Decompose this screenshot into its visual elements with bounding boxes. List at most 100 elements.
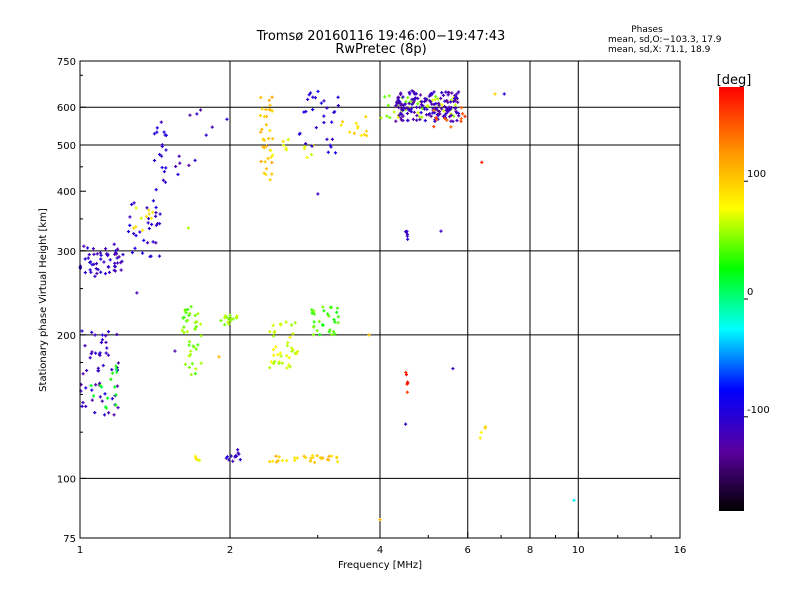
data-point [193, 158, 197, 162]
data-point [433, 98, 437, 102]
data-point [445, 118, 449, 122]
data-point [336, 321, 340, 325]
data-point [228, 313, 232, 317]
data-point [425, 107, 429, 111]
data-point [439, 229, 443, 233]
data-point [388, 116, 392, 120]
data-point [402, 106, 406, 110]
data-point [80, 329, 84, 333]
data-point [160, 144, 164, 149]
data-point [405, 229, 409, 233]
data-point [229, 454, 233, 458]
data-point [397, 101, 401, 105]
data-point [304, 456, 308, 460]
data-point [281, 139, 285, 143]
y-tick-label: 600 [57, 103, 76, 114]
data-point [312, 309, 316, 313]
data-point [92, 252, 96, 256]
x-tick-label: 8 [527, 545, 533, 556]
data-point [188, 353, 193, 357]
data-point [460, 112, 465, 116]
data-point [436, 101, 441, 105]
data-point [449, 100, 453, 104]
data-point [330, 120, 334, 124]
data-point [437, 112, 441, 116]
data-point [93, 333, 97, 337]
data-point [95, 252, 99, 256]
data-point [259, 130, 263, 134]
data-point [572, 498, 576, 502]
data-point [259, 95, 263, 100]
data-point [142, 238, 146, 243]
data-point [98, 381, 102, 385]
data-point [236, 451, 240, 455]
data-point [193, 371, 197, 376]
data-point [291, 348, 295, 352]
data-point [407, 101, 411, 106]
data-point [406, 96, 410, 100]
data-point [133, 246, 137, 250]
data-point [316, 192, 320, 196]
data-point [456, 100, 460, 104]
data-point [270, 109, 274, 113]
data-point [103, 247, 108, 251]
data-point [271, 334, 276, 338]
data-point [182, 325, 186, 329]
data-point [281, 143, 286, 147]
data-points [78, 89, 576, 522]
data-point [311, 453, 315, 458]
data-point [188, 113, 192, 117]
data-point [412, 91, 416, 96]
data-point [104, 351, 108, 355]
data-point [367, 333, 371, 337]
data-point [322, 309, 326, 313]
y-tick-label: 200 [57, 331, 76, 342]
data-point [400, 109, 404, 113]
data-point [401, 118, 405, 123]
data-point [128, 223, 132, 227]
data-point [418, 117, 422, 122]
data-point [400, 96, 404, 100]
data-point [150, 210, 155, 214]
data-point [307, 93, 311, 97]
data-point [114, 367, 119, 371]
data-point [154, 214, 158, 218]
data-point [99, 253, 103, 257]
data-point [328, 143, 332, 147]
data-point [440, 91, 444, 95]
data-point [269, 148, 273, 152]
x-axis: 1 2 4 6 8 10 16 [77, 532, 686, 556]
data-point [399, 116, 403, 120]
data-point [183, 362, 188, 366]
data-point [138, 230, 142, 234]
data-point [444, 108, 449, 112]
data-point [154, 223, 159, 227]
data-point [186, 226, 191, 230]
data-point [231, 459, 235, 463]
colorbar [719, 87, 744, 511]
data-point [457, 114, 461, 118]
data-point [309, 456, 313, 460]
data-point [284, 148, 288, 152]
data-point [183, 308, 188, 312]
data-point [341, 120, 345, 124]
data-point [271, 153, 275, 157]
data-point [318, 456, 322, 460]
data-point [420, 115, 424, 119]
data-point [455, 96, 459, 101]
data-point [399, 91, 403, 95]
data-point [193, 313, 197, 318]
data-point [410, 97, 414, 101]
data-point [114, 250, 118, 255]
data-point [404, 108, 408, 112]
data-point [452, 99, 456, 104]
data-point [224, 456, 228, 460]
data-point [311, 455, 315, 459]
data-point [441, 114, 446, 118]
data-point [447, 109, 451, 113]
data-point [160, 165, 164, 170]
data-point [193, 454, 198, 458]
data-point [270, 160, 274, 165]
data-point [88, 268, 92, 272]
data-point [94, 262, 99, 266]
